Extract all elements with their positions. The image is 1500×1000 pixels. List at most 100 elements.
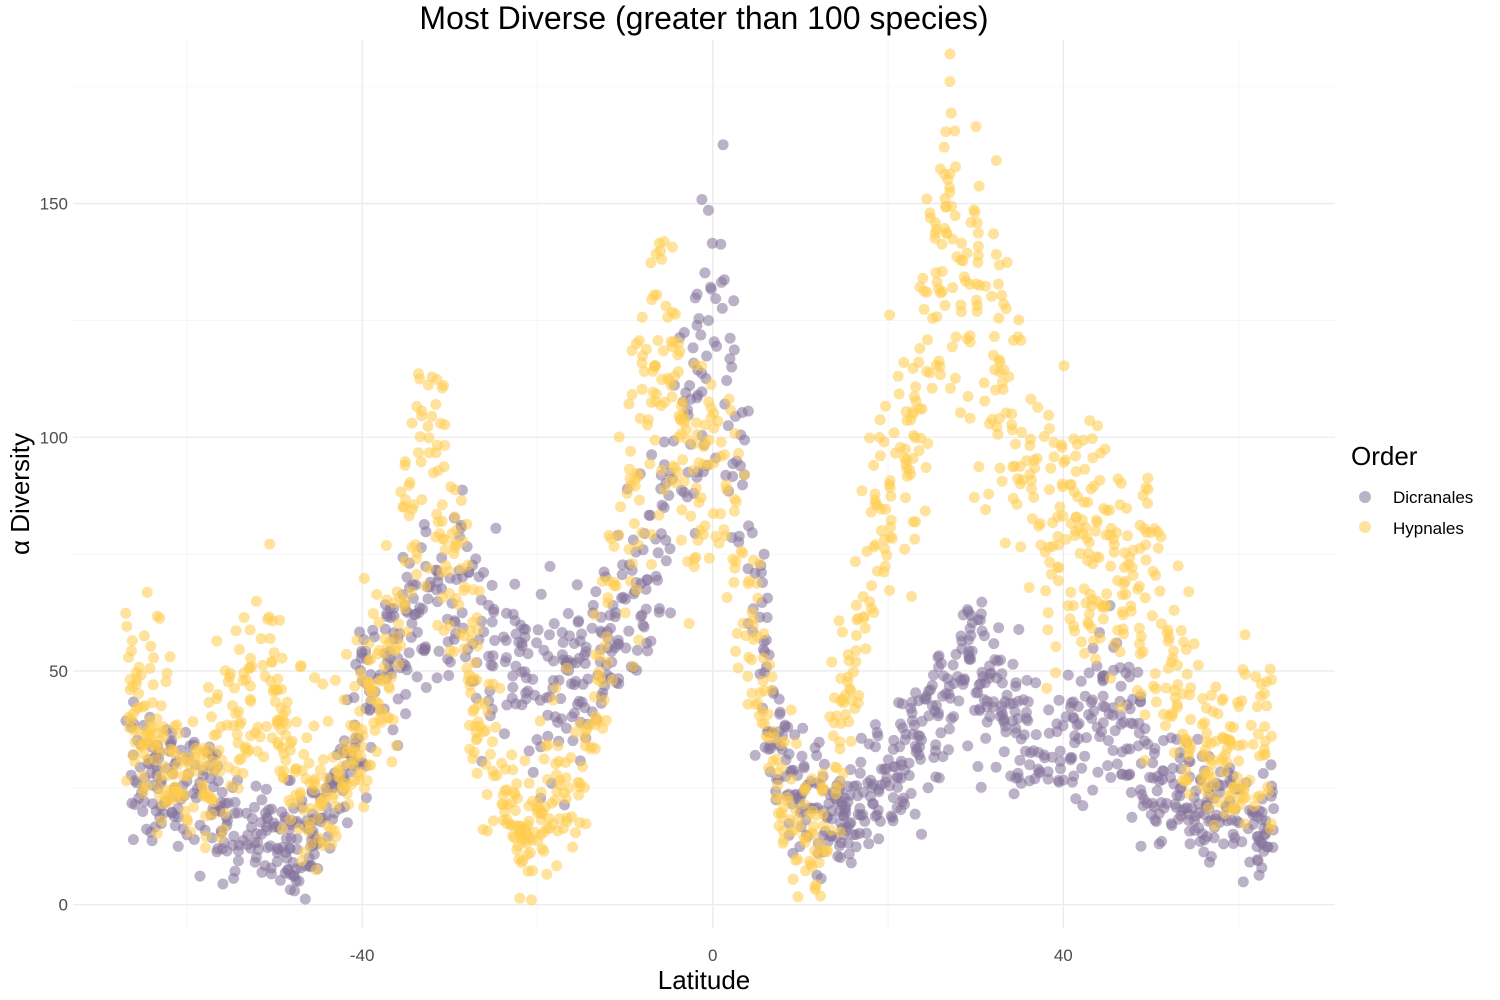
data-points	[120, 48, 1280, 906]
point-hypnales	[168, 747, 180, 759]
point-hypnales	[473, 585, 485, 597]
point-hypnales	[939, 168, 951, 180]
point-dicranales	[381, 611, 393, 622]
point-dicranales	[873, 783, 885, 795]
point-dicranales	[882, 754, 894, 766]
point-dicranales	[695, 329, 707, 341]
point-dicranales	[638, 621, 650, 633]
point-dicranales	[739, 434, 751, 446]
point-hypnales	[285, 798, 297, 809]
point-dicranales	[984, 660, 996, 672]
point-hypnales	[1006, 424, 1018, 436]
point-dicranales	[1022, 696, 1034, 708]
point-hypnales	[1056, 439, 1068, 451]
point-hypnales	[810, 809, 822, 821]
point-hypnales	[1169, 692, 1181, 704]
point-hypnales	[423, 562, 435, 574]
point-hypnales	[363, 654, 375, 666]
point-hypnales	[449, 511, 461, 523]
point-dicranales	[660, 555, 672, 567]
point-hypnales	[850, 629, 862, 641]
point-hypnales	[978, 377, 990, 389]
point-hypnales	[683, 618, 695, 629]
point-dicranales	[1000, 726, 1012, 738]
point-hypnales	[403, 510, 415, 522]
point-hypnales	[422, 420, 434, 432]
point-hypnales	[1134, 648, 1146, 660]
point-hypnales	[321, 820, 333, 831]
point-hypnales	[853, 690, 865, 701]
point-hypnales	[670, 477, 682, 489]
point-hypnales	[538, 753, 550, 765]
point-hypnales	[406, 417, 418, 429]
point-hypnales	[573, 789, 585, 801]
point-hypnales	[509, 788, 521, 800]
point-hypnales	[221, 719, 233, 731]
point-dicranales	[486, 579, 498, 591]
point-hypnales	[642, 414, 654, 425]
point-hypnales	[213, 745, 225, 756]
point-hypnales	[729, 562, 741, 574]
point-hypnales	[499, 806, 511, 818]
point-dicranales	[246, 821, 257, 833]
point-dicranales	[1025, 747, 1037, 759]
point-hypnales	[472, 716, 484, 728]
point-hypnales	[480, 758, 492, 770]
point-hypnales	[276, 683, 287, 695]
point-hypnales	[534, 715, 546, 727]
point-hypnales	[528, 826, 540, 838]
point-hypnales	[1150, 683, 1162, 695]
point-hypnales	[438, 533, 450, 545]
point-hypnales	[1116, 606, 1128, 618]
point-dicranales	[788, 764, 800, 776]
point-hypnales	[161, 667, 173, 679]
point-hypnales	[946, 341, 958, 353]
point-dicranales	[1237, 876, 1249, 888]
point-hypnales	[924, 367, 936, 379]
x-tick-label: 0	[708, 946, 717, 965]
point-hypnales	[255, 633, 267, 645]
point-hypnales	[1197, 749, 1209, 760]
point-dicranales	[653, 606, 665, 618]
point-hypnales	[589, 609, 601, 621]
point-hypnales	[997, 383, 1009, 395]
point-hypnales	[215, 832, 227, 844]
point-hypnales	[918, 303, 930, 315]
point-hypnales	[214, 765, 226, 777]
point-hypnales	[284, 744, 296, 756]
point-hypnales	[312, 812, 324, 824]
point-hypnales	[1185, 714, 1197, 725]
point-dicranales	[930, 739, 942, 751]
point-hypnales	[655, 245, 666, 257]
point-hypnales	[276, 652, 288, 664]
point-hypnales	[908, 430, 920, 441]
point-dicranales	[1141, 797, 1153, 809]
point-hypnales	[552, 740, 564, 752]
point-dicranales	[660, 534, 672, 546]
point-dicranales	[1042, 773, 1054, 785]
point-hypnales	[305, 838, 317, 850]
point-dicranales	[1099, 701, 1111, 713]
point-hypnales	[147, 679, 159, 691]
point-hypnales	[1142, 472, 1154, 484]
point-dicranales	[350, 658, 362, 670]
point-dicranales	[1054, 745, 1066, 757]
point-dicranales	[943, 744, 954, 756]
point-dicranales	[1029, 773, 1041, 785]
point-hypnales	[991, 421, 1003, 433]
point-hypnales	[550, 758, 562, 770]
point-dicranales	[1001, 689, 1013, 701]
point-dicranales	[811, 869, 823, 881]
point-hypnales	[983, 488, 995, 500]
point-dicranales	[912, 730, 924, 741]
point-hypnales	[968, 204, 980, 216]
point-dicranales	[869, 741, 881, 753]
point-hypnales	[212, 689, 224, 701]
point-dicranales	[763, 743, 774, 755]
point-hypnales	[470, 726, 482, 738]
point-hypnales	[1201, 727, 1213, 739]
point-dicranales	[976, 666, 988, 678]
point-hypnales	[376, 675, 388, 687]
point-hypnales	[135, 741, 147, 753]
